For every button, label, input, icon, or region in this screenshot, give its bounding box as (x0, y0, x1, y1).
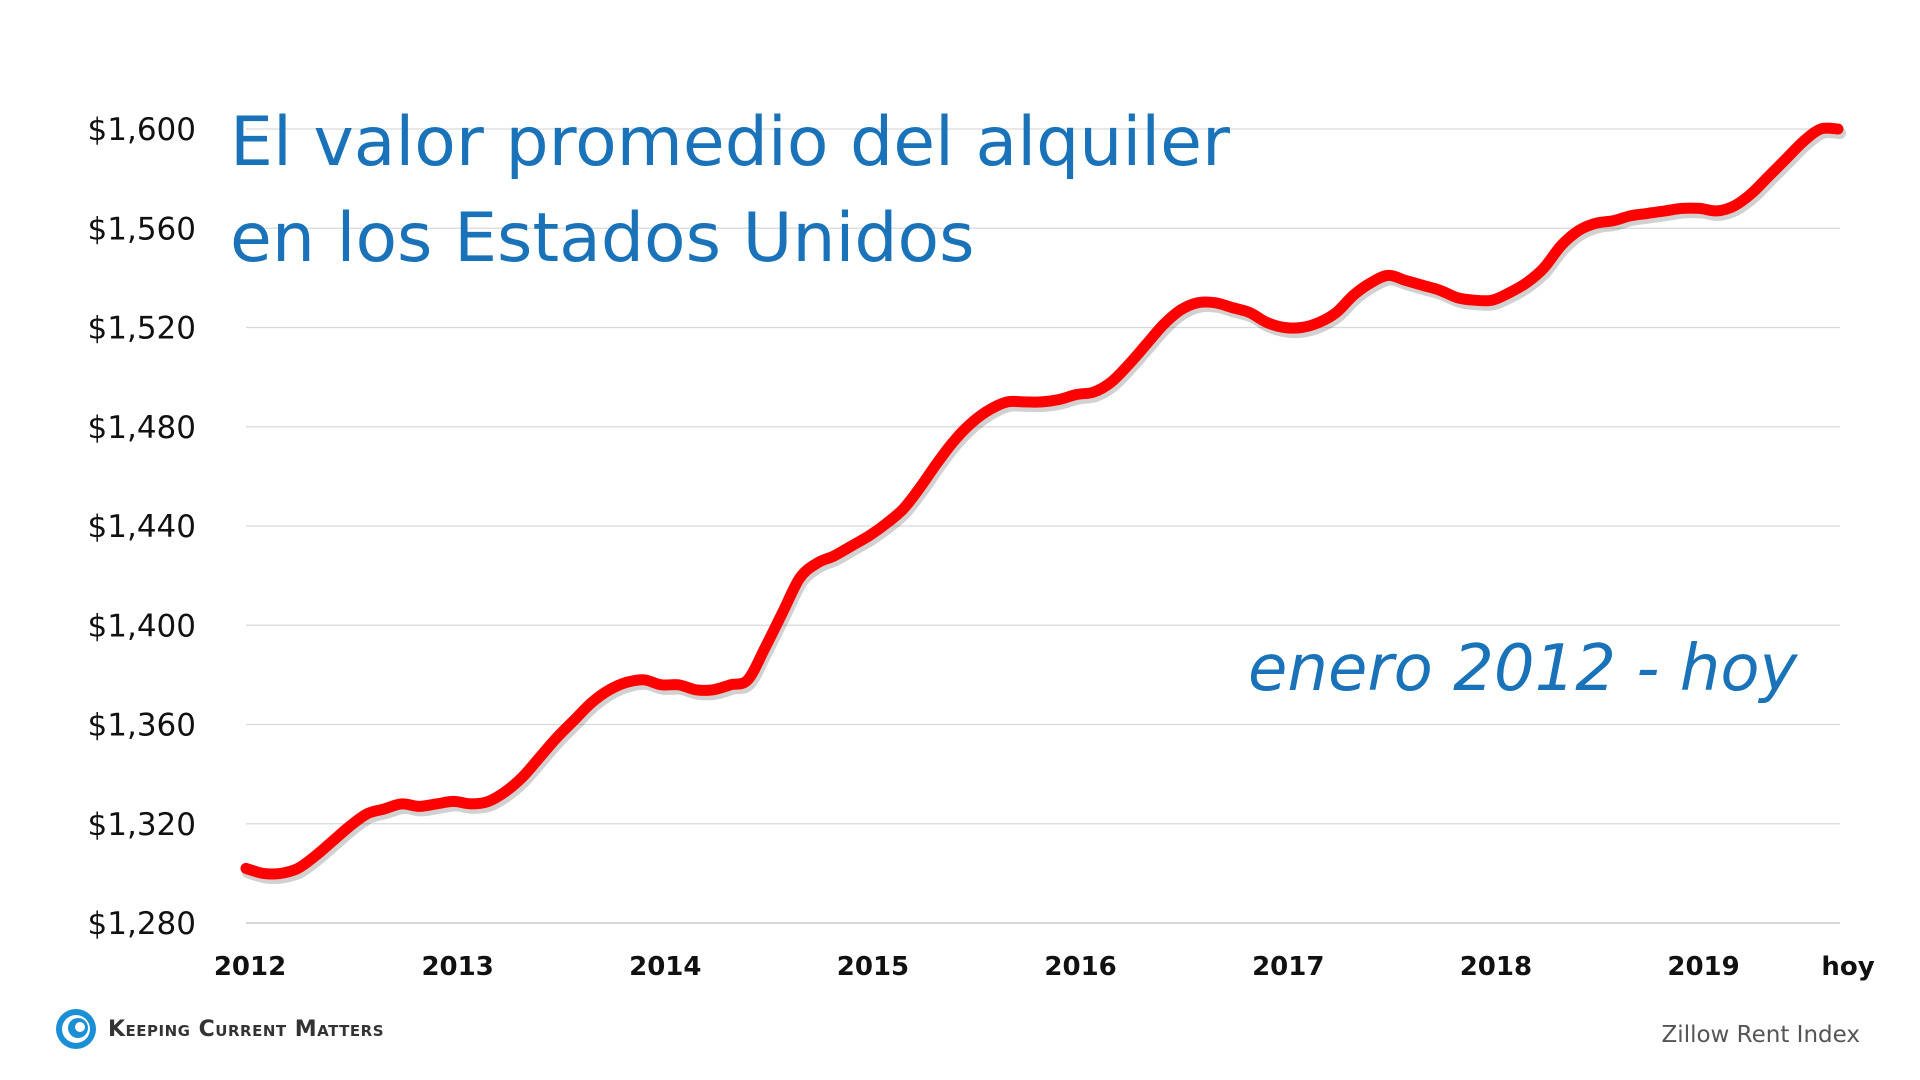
x-tick-label: 2017 (1252, 952, 1324, 982)
y-tick-label: $1,440 (88, 509, 196, 545)
y-tick-label: $1,280 (88, 906, 196, 942)
brand-name: Keeping Current Matters (108, 1016, 385, 1042)
x-tick-label: hoy (1821, 952, 1874, 982)
source-credit: Zillow Rent Index (1661, 1022, 1860, 1048)
y-tick-label: $1,560 (88, 211, 196, 247)
x-tick-label: 2015 (837, 952, 909, 982)
chart-title: El valor promedio del alquiler en los Es… (230, 95, 1230, 287)
gridlines (246, 128, 1840, 924)
chart-title-line-1: El valor promedio del alquiler (230, 103, 1230, 182)
date-range-subtitle: enero 2012 - hoy (1248, 632, 1798, 706)
x-tick-label: 2019 (1667, 952, 1739, 982)
x-tick-label: 2018 (1460, 952, 1532, 982)
brand-footer: Keeping Current Matters (54, 1006, 384, 1052)
kcm-swirl-logo-icon (56, 1009, 96, 1049)
rent-series-line (240, 122, 1844, 880)
x-tick-label: 2012 (214, 952, 286, 982)
y-tick-label: $1,360 (88, 708, 196, 744)
y-tick-label: $1,600 (88, 112, 196, 148)
x-tick-label: 2016 (1044, 952, 1116, 982)
chart-title-line-2: en los Estados Unidos (230, 199, 975, 278)
y-tick-label: $1,480 (88, 410, 196, 446)
y-tick-label: $1,320 (88, 807, 196, 843)
y-tick-label: $1,400 (88, 608, 196, 644)
x-axis: 2012 2013 2014 2015 2016 2017 2018 2019 hoy (214, 952, 1875, 982)
y-axis: $1,280 $1,320 $1,360 $1,400 $1,440 $1,480 $1,5… (88, 112, 196, 942)
y-tick-label: $1,520 (88, 311, 196, 347)
x-tick-label: 2013 (421, 952, 493, 982)
x-tick-label: 2014 (629, 952, 701, 982)
